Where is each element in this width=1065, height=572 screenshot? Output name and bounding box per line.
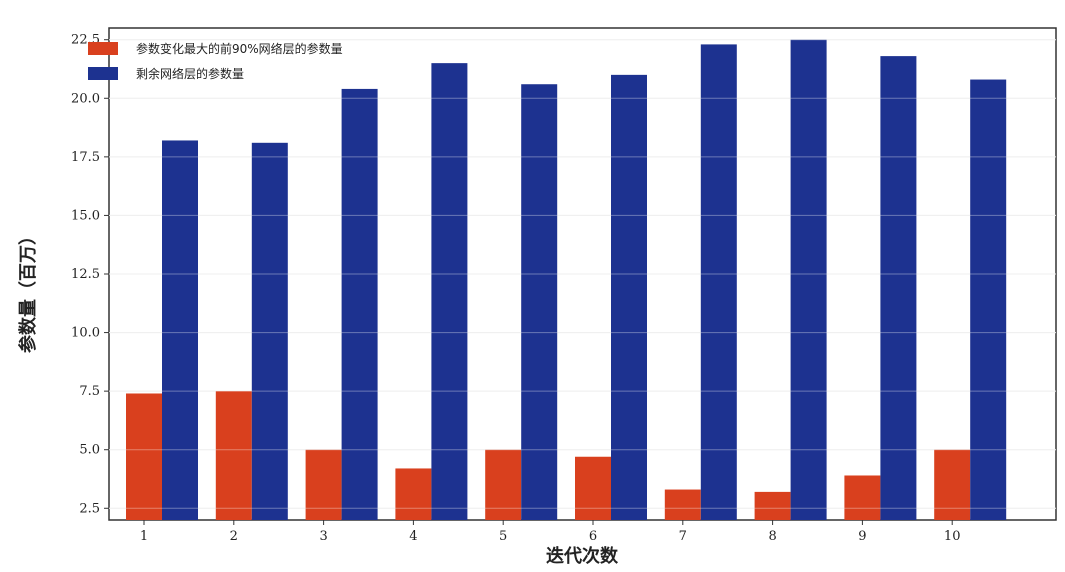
x-axis-ticks: 1 2 3 4 5 6 7 8 9 10	[140, 520, 961, 544]
bar-series-1-7	[664, 489, 701, 520]
bar-series-1-8	[754, 491, 791, 520]
bar-series-2-6	[611, 74, 647, 520]
x-tick-label-5: 5	[499, 529, 507, 544]
x-axis-title: 迭代次数	[546, 545, 619, 567]
bar-series-2-7	[700, 44, 737, 521]
bar-series-2-2	[251, 142, 288, 521]
bar-series-1-10	[934, 449, 971, 520]
bar-series-2-3	[341, 88, 378, 521]
legend-swatch-series-2	[88, 67, 118, 80]
y-axis-title: 参数量（百万）	[17, 227, 39, 353]
bar-series-2-9	[880, 56, 917, 520]
x-tick-label-2: 2	[230, 529, 238, 544]
y-tick-label-5: 15.0	[71, 208, 100, 223]
x-tick-label-7: 7	[679, 529, 687, 544]
bar-series-2-5	[521, 84, 558, 520]
bar-series-1-6	[575, 456, 611, 520]
legend-label-series-2: 剩余网络层的参数量	[136, 66, 244, 81]
bars-layer	[109, 39, 1056, 521]
x-tick-label-8: 8	[768, 529, 776, 544]
bar-series-2-1	[162, 140, 198, 520]
y-tick-label-1: 5.0	[79, 443, 100, 458]
x-tick-label-4: 4	[409, 529, 417, 544]
legend-label-series-1: 参数变化最大的前90%网络层的参数量	[136, 41, 343, 56]
bar-series-2-10	[970, 79, 1007, 521]
y-axis-ticks: 2.55.07.510.012.515.017.520.022.5	[71, 33, 109, 516]
legend-swatch-series-1	[88, 42, 118, 55]
bar-series-1-3	[305, 449, 342, 520]
x-tick-label-9: 9	[858, 529, 866, 544]
y-tick-label-3: 10.0	[71, 326, 100, 341]
bar-series-1-4	[395, 468, 432, 520]
y-tick-label-4: 12.5	[71, 267, 100, 282]
x-tick-label-6: 6	[589, 529, 597, 544]
x-tick-label-3: 3	[319, 529, 327, 544]
y-tick-label-2: 7.5	[79, 384, 100, 399]
bar-series-1-5	[485, 449, 522, 520]
y-tick-label-0: 2.5	[79, 501, 100, 516]
bar-series-1-1	[126, 393, 162, 520]
y-tick-label-7: 20.0	[71, 91, 100, 106]
x-tick-label-1: 1	[140, 529, 148, 544]
y-tick-label-6: 17.5	[71, 150, 100, 165]
bar-series-2-8	[790, 39, 827, 520]
bar-series-1-2	[215, 391, 252, 520]
bar-series-2-4	[431, 63, 468, 521]
x-tick-label-10: 10	[944, 529, 961, 544]
bar-series-1-9	[844, 475, 881, 520]
legend: 参数变化最大的前90%网络层的参数量 剩余网络层的参数量	[88, 41, 343, 81]
